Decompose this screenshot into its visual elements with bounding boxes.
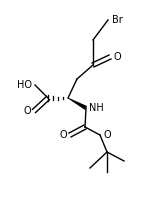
Text: NH: NH xyxy=(89,103,104,113)
Text: O: O xyxy=(59,130,67,140)
Text: O: O xyxy=(103,130,111,140)
Polygon shape xyxy=(68,98,87,110)
Text: HO: HO xyxy=(17,80,32,90)
Text: O: O xyxy=(113,52,121,62)
Text: O: O xyxy=(23,106,31,116)
Text: Br: Br xyxy=(112,15,123,25)
